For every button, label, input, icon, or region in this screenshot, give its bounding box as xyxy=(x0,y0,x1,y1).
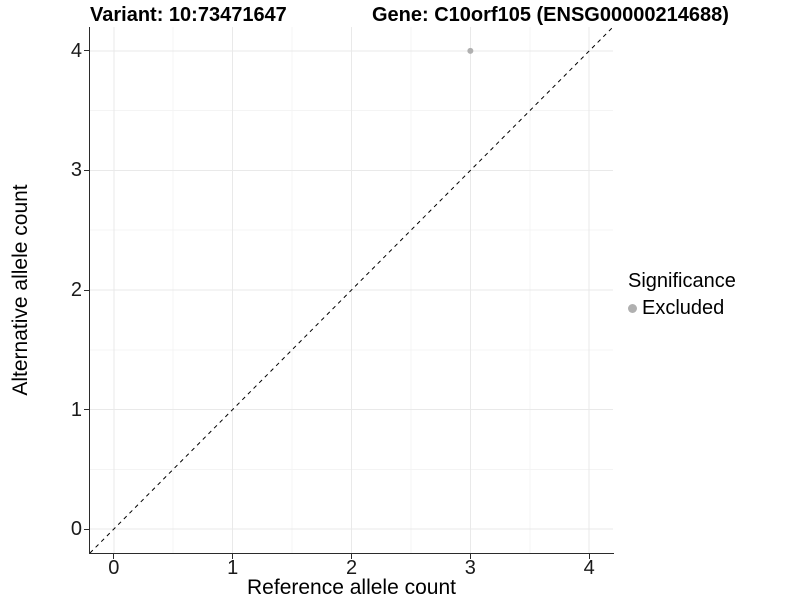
plot-area-svg xyxy=(90,27,613,553)
plot-title-variant: Variant: 10:73471647 xyxy=(90,4,287,26)
y-tick-mark xyxy=(84,50,89,52)
legend: Significance Excluded xyxy=(628,270,736,320)
legend-entry-label: Excluded xyxy=(642,297,725,319)
y-tick-label: 0 xyxy=(70,518,82,541)
y-axis-line xyxy=(89,27,90,554)
x-axis-line xyxy=(89,553,614,554)
y-tick-label: 1 xyxy=(70,398,82,421)
plot-panel xyxy=(90,27,613,553)
y-tick-label: 2 xyxy=(70,279,82,301)
plot-title-gene: Gene: C10orf105 (ENSG00000214688) xyxy=(372,4,729,26)
legend-point-icon xyxy=(628,304,637,313)
y-tick-mark xyxy=(84,169,89,171)
x-tick-label: 3 xyxy=(464,557,476,579)
x-tick-label: 2 xyxy=(345,557,358,579)
x-axis-title: Reference allele count xyxy=(247,576,456,599)
y-tick-mark xyxy=(84,528,89,530)
x-tick-mark xyxy=(588,554,590,559)
x-tick-label: 1 xyxy=(227,557,239,579)
x-tick-mark xyxy=(351,554,352,559)
x-tick-label: 4 xyxy=(583,557,595,579)
identity-line xyxy=(90,27,613,553)
data-point xyxy=(467,47,474,54)
y-tick-mark xyxy=(84,289,89,291)
y-tick-label: 4 xyxy=(70,39,82,62)
x-tick-mark xyxy=(232,554,234,559)
y-tick-label: 3 xyxy=(70,159,82,182)
y-axis-title: Alternative allele count xyxy=(9,184,32,396)
x-tick-label: 0 xyxy=(108,557,120,579)
x-tick-mark xyxy=(113,554,115,559)
legend-entry: Excluded xyxy=(628,297,736,320)
legend-title: Significance xyxy=(628,270,736,292)
x-tick-mark xyxy=(469,554,471,559)
y-tick-mark xyxy=(84,409,89,411)
